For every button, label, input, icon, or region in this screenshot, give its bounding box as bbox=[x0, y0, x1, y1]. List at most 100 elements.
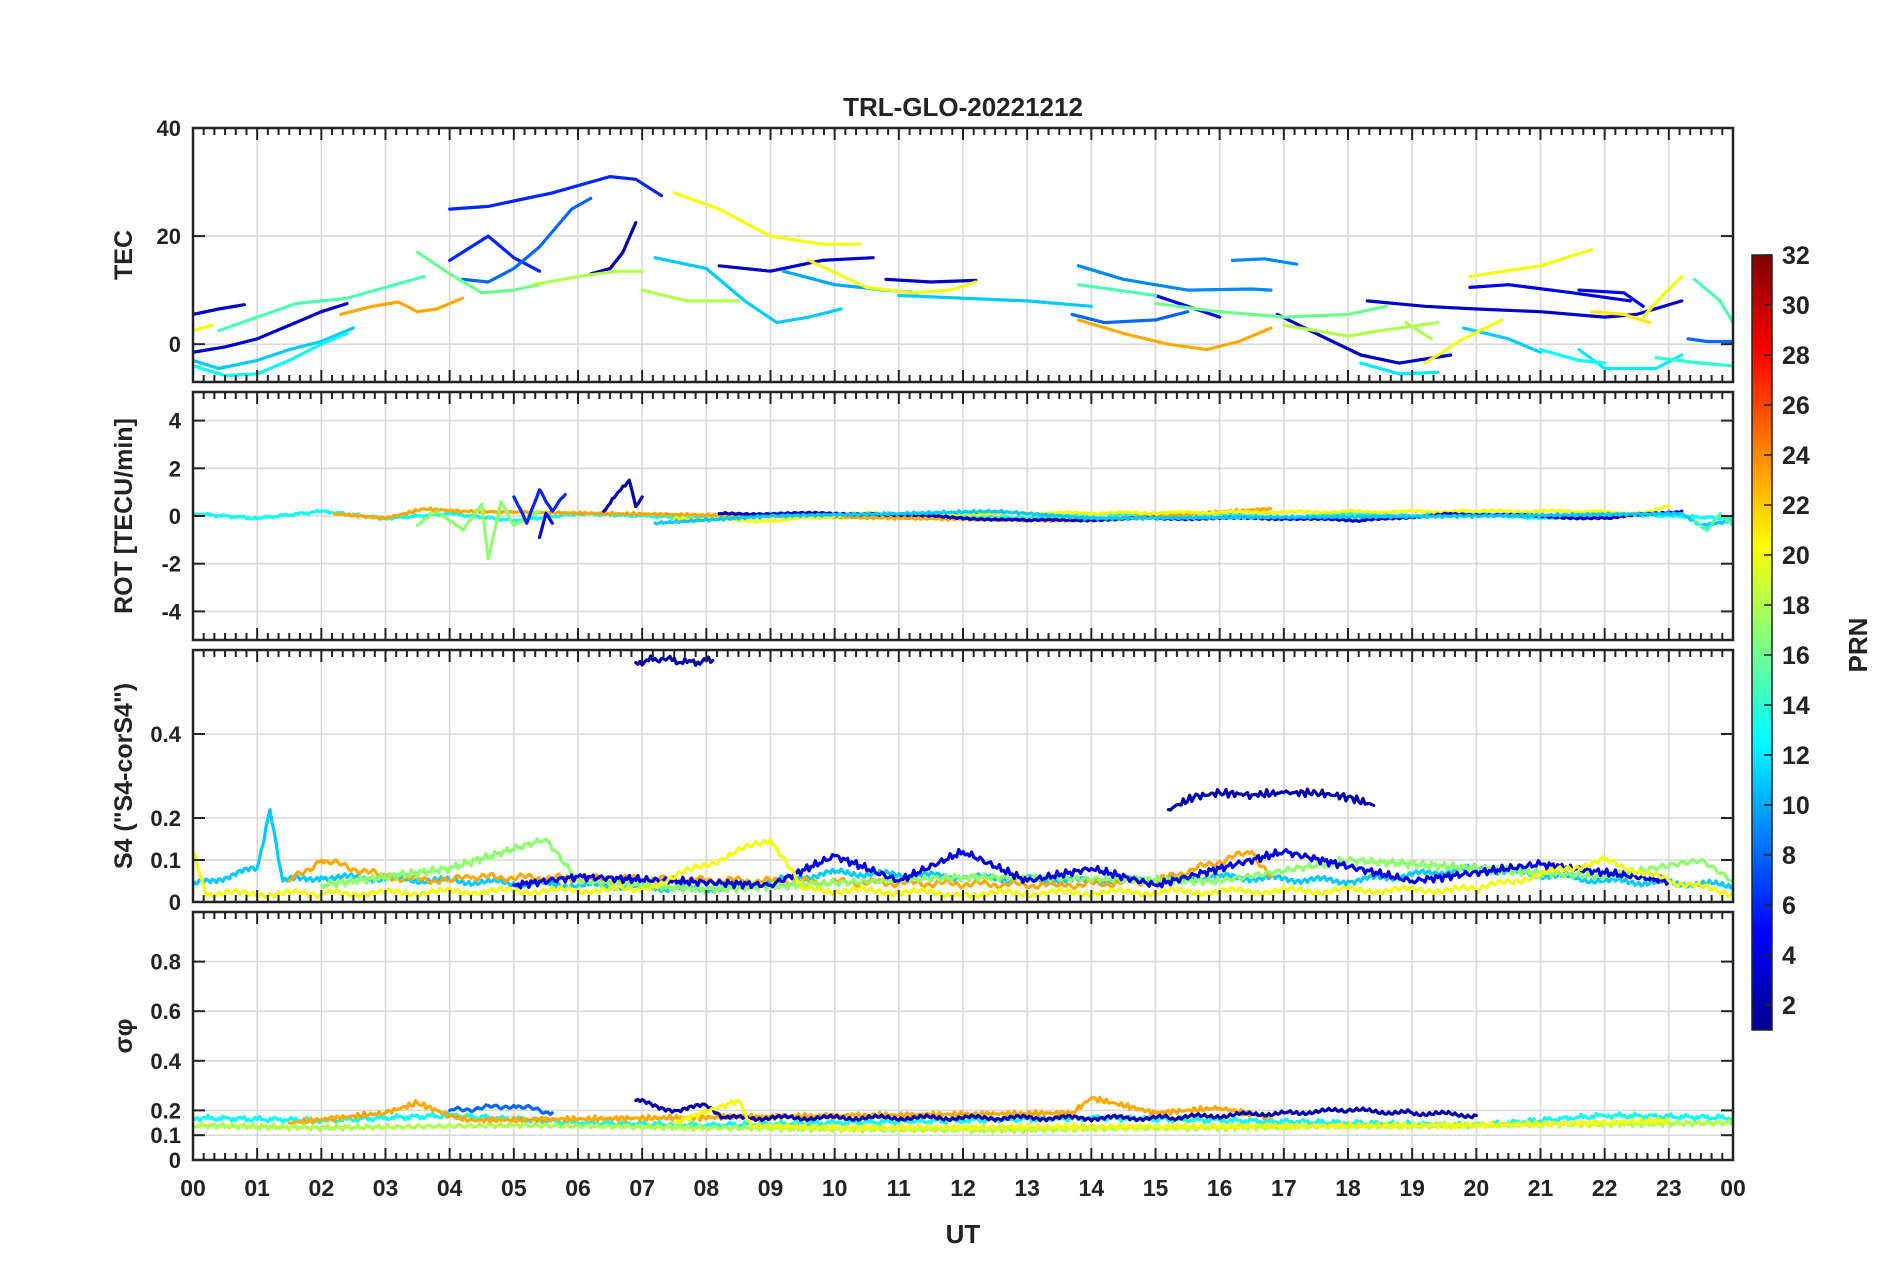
x-tick-label: 00 bbox=[180, 1175, 206, 1201]
panel-rot: 4 2 0 -2 -4 ROT [TECU/min] bbox=[110, 390, 1735, 642]
series-line-prn-6 bbox=[512, 488, 567, 525]
x-tick-label: 11 bbox=[887, 1175, 912, 1201]
colorbar-tick-label: 8 bbox=[1782, 842, 1796, 870]
series-line-prn-3 bbox=[1365, 299, 1684, 319]
series-line-prn-15 bbox=[1692, 512, 1733, 532]
panel-tec: 0 20 40 TEC bbox=[110, 116, 1735, 384]
x-tick-label: 01 bbox=[244, 1175, 270, 1201]
series-line-prn-4 bbox=[537, 512, 554, 540]
series-line-prn-11 bbox=[653, 256, 843, 325]
colorbar-tick-label: 18 bbox=[1782, 592, 1810, 620]
series-line-prn-4 bbox=[1468, 283, 1632, 303]
series-line-prn-20 bbox=[672, 1098, 1671, 1132]
colorbar-tick-label: 2 bbox=[1782, 992, 1796, 1020]
series-line-prn-6 bbox=[448, 234, 542, 273]
colorbar-label: PRN bbox=[1843, 618, 1873, 673]
x-tick-label: 13 bbox=[1014, 1175, 1040, 1201]
y-tick-label: 4 bbox=[169, 409, 182, 434]
series-line-prn-2 bbox=[634, 1097, 1478, 1123]
series-line-prn-20 bbox=[672, 191, 862, 246]
colorbar-tick-label: 4 bbox=[1782, 942, 1796, 970]
series-line-prn-18 bbox=[1282, 321, 1440, 338]
x-tick-label: 04 bbox=[437, 1175, 463, 1201]
y-tick-label: 0.2 bbox=[150, 806, 181, 831]
series-group bbox=[193, 654, 1733, 900]
series-line-prn-3 bbox=[193, 303, 246, 316]
series-line-prn-20 bbox=[1641, 275, 1684, 319]
x-tick-label: 12 bbox=[950, 1175, 976, 1201]
y-tick-label: 0 bbox=[169, 890, 181, 915]
x-tick-label: 02 bbox=[309, 1175, 335, 1201]
series-line-prn-20 bbox=[807, 258, 978, 295]
colorbar-tick-label: 14 bbox=[1782, 692, 1810, 720]
x-tick-label: 08 bbox=[694, 1175, 720, 1201]
x-tick-label: 22 bbox=[1592, 1175, 1618, 1201]
x-tick-label: 19 bbox=[1399, 1175, 1425, 1201]
x-tick-label: 23 bbox=[1656, 1175, 1682, 1201]
x-tick-label: 09 bbox=[758, 1175, 784, 1201]
series-line-prn-15 bbox=[1692, 277, 1733, 325]
y-tick-label: 20 bbox=[157, 224, 181, 249]
series-line-prn-3 bbox=[884, 277, 978, 284]
series-line-prn-13 bbox=[1538, 348, 1607, 365]
y-tick-label: 2 bbox=[169, 456, 181, 481]
series-line-prn-9 bbox=[1230, 257, 1299, 266]
y-tick-label: 0.6 bbox=[150, 999, 181, 1024]
x-tick-label: 15 bbox=[1143, 1175, 1169, 1201]
y-tick-label: 0.1 bbox=[150, 848, 181, 873]
series-line-prn-16 bbox=[1153, 302, 1389, 319]
series-line-prn-23 bbox=[339, 296, 465, 316]
y-tick-label: 40 bbox=[157, 116, 181, 141]
colorbar-tick-label: 16 bbox=[1782, 642, 1810, 670]
y-tick-label: 0 bbox=[169, 332, 181, 357]
x-tick-label: 06 bbox=[565, 1175, 591, 1201]
series-line-prn-20 bbox=[1423, 318, 1504, 365]
series-line-prn-2 bbox=[634, 654, 715, 667]
series-line-prn-16 bbox=[416, 250, 542, 295]
series-line-prn-14 bbox=[1654, 356, 1733, 368]
series-line-prn-2 bbox=[589, 221, 638, 276]
chart-title: TRL-GLO-20221212 bbox=[843, 92, 1083, 122]
series-line-prn-2 bbox=[602, 478, 644, 513]
colorbar-tick-label: 12 bbox=[1782, 742, 1810, 770]
y-tick-label: 0.4 bbox=[150, 1049, 181, 1074]
y-axis-label-rot: ROT [TECU/min] bbox=[110, 418, 138, 614]
y-axis-label-s4: S4 ("S4-corS4") bbox=[110, 683, 138, 869]
y-tick-label: 0.1 bbox=[150, 1123, 181, 1148]
series-group bbox=[193, 1095, 1733, 1135]
x-tick-label: 03 bbox=[373, 1175, 399, 1201]
series-line-prn-21 bbox=[1590, 310, 1652, 325]
x-tick-label: 05 bbox=[501, 1175, 527, 1201]
series-line-prn-8 bbox=[1686, 337, 1733, 344]
series-line-prn-8 bbox=[460, 196, 593, 284]
x-tick-label: 14 bbox=[1079, 1175, 1105, 1201]
x-tick-label: 16 bbox=[1207, 1175, 1233, 1201]
x-tick-label: 07 bbox=[629, 1175, 655, 1201]
series-line-prn-3 bbox=[717, 256, 875, 273]
colorbar-tick-label: 20 bbox=[1782, 542, 1810, 570]
colorbar-tick-label: 26 bbox=[1782, 392, 1810, 420]
y-axis-label-sigma: σφ bbox=[110, 1019, 138, 1054]
series-line-prn-17 bbox=[319, 837, 1733, 895]
series-line-prn-15 bbox=[217, 275, 426, 333]
series-line-prn-12 bbox=[1359, 361, 1440, 376]
colorbar-tick-label: 30 bbox=[1782, 292, 1810, 320]
y-tick-label: 0.4 bbox=[150, 722, 181, 747]
x-tick-label: 17 bbox=[1271, 1175, 1297, 1201]
x-tick-label: 18 bbox=[1335, 1175, 1361, 1201]
series-line-prn-18 bbox=[531, 269, 644, 287]
y-axis-label-tec: TEC bbox=[110, 230, 138, 280]
series-line-prn-18 bbox=[640, 288, 740, 303]
series-line-prn-8 bbox=[448, 1103, 554, 1117]
series-line-prn-11 bbox=[193, 326, 355, 371]
series-line-prn-20 bbox=[1468, 248, 1594, 279]
colorbar-tick-label: 32 bbox=[1782, 242, 1810, 270]
colorbar-tick-label: 22 bbox=[1782, 492, 1810, 520]
series-line-prn-15 bbox=[1076, 283, 1158, 298]
panel-s4: 0 0.1 0.2 0.4 S4 ("S4-corS4") bbox=[110, 648, 1735, 915]
colorbar-tick-label: 24 bbox=[1782, 442, 1810, 470]
